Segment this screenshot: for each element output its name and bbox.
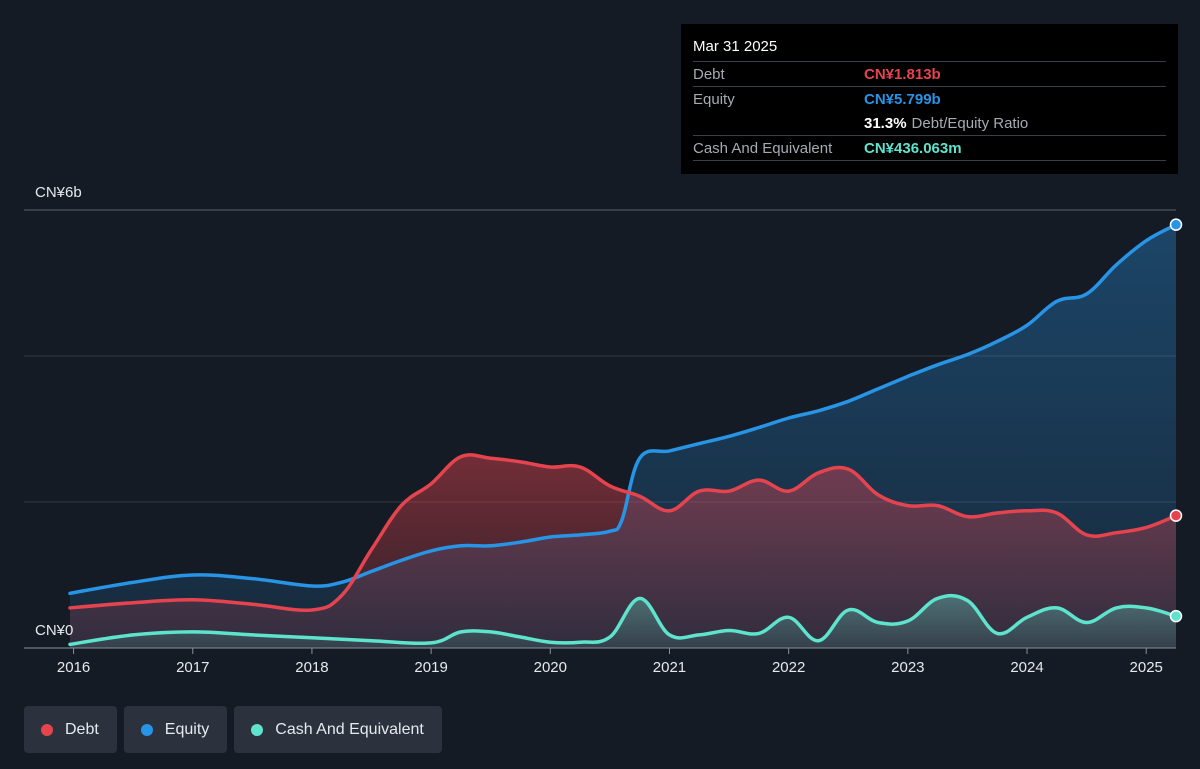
cash-and-equivalent-area — [70, 595, 1176, 648]
cash-and-equivalent-line — [68, 593, 1178, 647]
tooltip-debt-label: Debt — [693, 65, 725, 83]
tick-layer: 2016 2017 2018 2019 2020 2021 2022 2023 2024 2025… — [35, 184, 1163, 676]
x-tick-label-2017: 2017 — [176, 659, 209, 676]
cash-and-equivalent-end-marker[interactable] — [1169, 609, 1183, 623]
tooltip-row-cash: Cash And Equivalent CN¥436.063m — [693, 135, 1166, 161]
x-tick-label-2018: 2018 — [295, 659, 328, 676]
x-tick-label-2021: 2021 — [653, 659, 686, 676]
tooltip-equity-label: Equity — [693, 90, 735, 108]
chart-legend: Debt Equity Cash And Equivalent — [24, 706, 442, 753]
tooltip-cash-value: CN¥436.063m — [864, 139, 962, 157]
area-layer — [70, 224, 1176, 648]
legend-item-debt[interactable]: Debt — [24, 706, 117, 753]
tooltip-cash-label: Cash And Equivalent — [693, 139, 833, 157]
legend-item-equity[interactable]: Equity — [123, 706, 228, 753]
x-tick-label-2019: 2019 — [414, 659, 447, 676]
x-tick-label-2025: 2025 — [1130, 659, 1163, 676]
legend-debt-label: Debt — [65, 720, 99, 738]
equity-line — [68, 222, 1178, 596]
y-tick-label-0: CN¥0 — [35, 622, 73, 639]
tooltip-row-debt: Debt CN¥1.813b — [693, 61, 1166, 86]
legend-cash-label: Cash And Equivalent — [275, 720, 424, 738]
debt-area — [70, 454, 1176, 648]
tooltip-equity-value: CN¥5.799b — [864, 90, 941, 108]
debt-line — [68, 453, 1178, 613]
marker-layer — [1169, 218, 1183, 623]
tooltip-debt-value: CN¥1.813b — [864, 65, 941, 83]
line-layer — [68, 222, 1178, 647]
legend-equity-label: Equity — [164, 720, 210, 738]
x-tick-label-2023: 2023 — [891, 659, 924, 676]
legend-item-cash[interactable]: Cash And Equivalent — [234, 706, 442, 753]
tooltip-date: Mar 31 2025 — [693, 38, 778, 55]
x-tick-label-2020: 2020 — [534, 659, 567, 676]
cash-dot-icon — [251, 723, 264, 736]
x-tick-label-2024: 2024 — [1010, 659, 1043, 676]
debt-dot-icon — [41, 723, 53, 736]
equity-dot-icon — [140, 723, 153, 736]
x-tick-label-2016: 2016 — [57, 659, 90, 676]
tooltip-row-ratio: 31.3% Debt/Equity Ratio — [693, 111, 1166, 135]
tooltip-row-equity: Equity CN¥5.799b — [693, 86, 1166, 111]
x-tick-label-2022: 2022 — [772, 659, 805, 676]
equity-end-marker[interactable] — [1169, 218, 1183, 231]
tooltip-ratio-value: 31.3% — [864, 114, 907, 132]
y-tick-label-6: CN¥6b — [35, 184, 82, 201]
debt-end-marker[interactable] — [1169, 509, 1183, 522]
tooltip-panel: Mar 31 2025 Debt CN¥1.813b Equity CN¥5.7… — [681, 24, 1178, 174]
tooltip-ratio-label: Debt/Equity Ratio — [911, 114, 1029, 132]
